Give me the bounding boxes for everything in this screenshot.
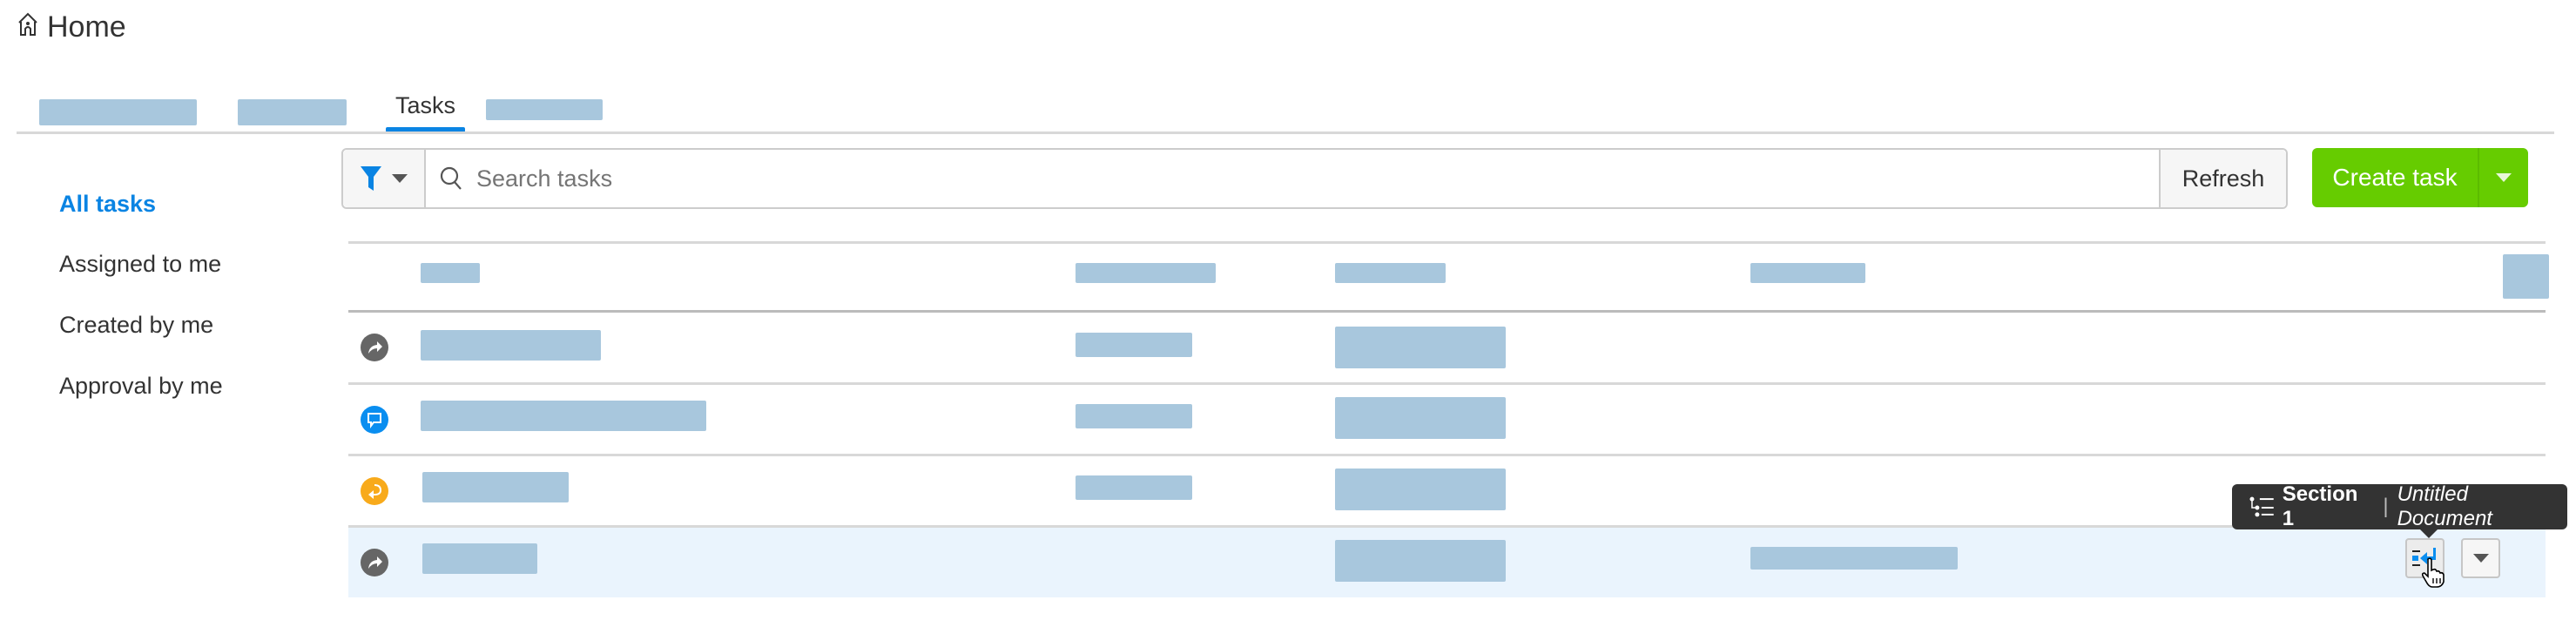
page-title: Home [17,10,126,44]
table-row[interactable] [348,385,2546,455]
create-task-dropdown[interactable] [2478,148,2528,207]
create-task-button[interactable]: Create task [2332,164,2458,191]
tooltip-separator: | [2383,495,2389,518]
row-divider [348,525,2546,528]
refresh-button[interactable]: Refresh [2159,150,2286,207]
search-bar: Refresh [341,148,2288,209]
outline-icon [2249,496,2274,517]
row-actions-dropdown[interactable] [2461,538,2500,578]
chevron-down-icon [391,174,408,183]
return-icon [361,477,388,505]
filter-icon [360,166,381,191]
filter-button[interactable] [343,150,426,207]
forward-icon [361,549,388,576]
sidebar-item-created-by-me[interactable]: Created by me [59,312,214,338]
sidebar-item-approval-by-me[interactable]: Approval by me [59,373,223,399]
search-input[interactable] [475,164,2159,193]
column-header[interactable] [1750,263,1865,283]
tab-redacted-1[interactable] [39,99,197,125]
table-row[interactable] [348,313,2546,382]
row-divider [348,382,2546,385]
column-header[interactable] [1335,263,1446,283]
header-border [348,310,2546,313]
tab-redacted-2[interactable] [238,99,347,125]
table-top-border [348,241,2546,244]
chevron-down-icon [2472,554,2489,563]
column-settings[interactable] [2503,254,2549,299]
sidebar-item-all-tasks[interactable]: All tasks [59,191,157,217]
column-header[interactable] [421,263,480,283]
home-icon [17,10,38,44]
column-header[interactable] [1076,263,1216,283]
tab-active-indicator [386,127,465,132]
tab-redacted-3[interactable] [486,99,603,120]
tabs-divider [17,131,2554,134]
section-tooltip: Section 1 | Untitled Document [2232,482,2567,538]
table-row[interactable] [348,456,2546,526]
create-task-split-button: Create task [2312,148,2528,207]
comment-icon [361,406,388,434]
chevron-down-icon [2496,173,2512,182]
hand-cursor-icon [2421,557,2445,588]
sidebar-item-assigned-to-me[interactable]: Assigned to me [59,251,222,277]
tooltip-document: Untitled Document [2397,482,2492,530]
forward-icon [361,334,388,361]
row-divider [348,454,2546,456]
search-icon [440,166,462,190]
tooltip-section: Section 1 [2282,482,2358,530]
table-row[interactable] [348,528,2546,597]
tab-tasks[interactable]: Tasks [394,92,456,118]
